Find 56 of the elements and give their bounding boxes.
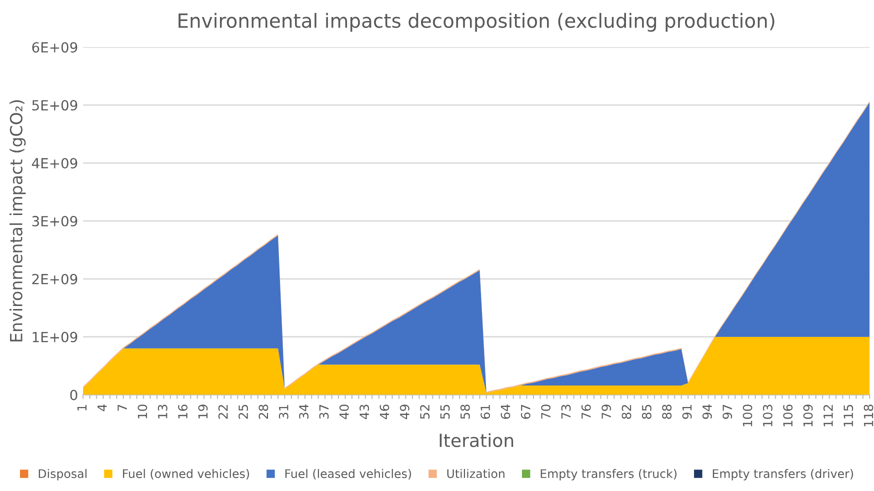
x-tick-label: 40 <box>339 404 349 420</box>
legend-label: Utilization <box>447 468 504 478</box>
y-tick-label: 6E+09 <box>32 42 78 53</box>
x-tick-label: 61 <box>480 404 490 419</box>
legend-label: Fuel (leased vehicles) <box>285 468 412 480</box>
y-tick-label: 2E+09 <box>32 274 78 284</box>
x-tick-label: 82 <box>622 405 632 419</box>
x-axis-title: Iteration <box>440 433 514 448</box>
x-tick-label: 10 <box>138 404 148 418</box>
x-tick-label: 22 <box>218 405 228 419</box>
x-tick-label: 19 <box>198 404 208 418</box>
x-tick-label: 115 <box>844 404 854 426</box>
x-tick-label: 55 <box>440 404 450 419</box>
x-tick-label: 4 <box>98 404 107 412</box>
x-tick-label: 1 <box>77 404 86 410</box>
x-tick-label: 13 <box>158 404 168 418</box>
legend-label: Empty transfers (truck) <box>540 468 676 480</box>
y-tick-label: 1E+09 <box>32 332 78 342</box>
x-tick-label: 106 <box>783 404 793 426</box>
x-tick-label: 70 <box>541 404 551 419</box>
x-tick-label: 100 <box>742 404 752 426</box>
x-tick-label: 43 <box>360 404 370 420</box>
x-tick-label: 37 <box>319 404 329 419</box>
x-tick-label: 16 <box>178 404 188 418</box>
x-tick-label: 34 <box>299 404 309 419</box>
x-tick-label: 97 <box>722 404 732 419</box>
x-tick-label: 46 <box>380 404 390 420</box>
x-tick-label: 79 <box>602 404 612 419</box>
legend-label: Disposal <box>38 468 86 480</box>
x-tick-label: 91 <box>682 404 692 419</box>
x-tick-label: 31 <box>278 404 288 419</box>
chart-title: Environmental impacts decomposition (excluding production) <box>178 12 774 32</box>
x-tick-label: 118 <box>864 404 874 426</box>
y-tick-label: 4E+09 <box>32 158 78 168</box>
x-tick-label: 103 <box>762 404 772 426</box>
x-tick-label: 94 <box>702 404 712 419</box>
x-tick-label: 67 <box>520 404 530 419</box>
x-tick-label: 25 <box>238 404 248 419</box>
x-tick-label: 28 <box>258 404 268 419</box>
x-tick-label: 76 <box>581 404 591 419</box>
x-tick-label: 112 <box>823 405 833 426</box>
y-tick-label: 5E+09 <box>32 100 78 111</box>
x-tick-label: 88 <box>662 404 672 419</box>
x-tick-label: 64 <box>500 404 510 419</box>
x-tick-label: 85 <box>642 404 652 419</box>
y-axis-title: Environmental impact (gCO₂) <box>10 100 26 342</box>
x-tick-label: 73 <box>561 404 571 419</box>
x-tick-label: 49 <box>400 404 410 420</box>
legend-label: Empty transfers (driver) <box>712 468 854 480</box>
x-tick-label: 52 <box>420 405 430 419</box>
y-tick-label: 0 <box>70 390 78 400</box>
legend-label: Fuel (owned vehicles) <box>122 468 250 480</box>
x-tick-label: 7 <box>118 404 127 411</box>
x-tick-label: 109 <box>803 404 813 426</box>
y-tick-label: 3E+09 <box>32 216 78 226</box>
x-tick-label: 58 <box>460 404 470 419</box>
